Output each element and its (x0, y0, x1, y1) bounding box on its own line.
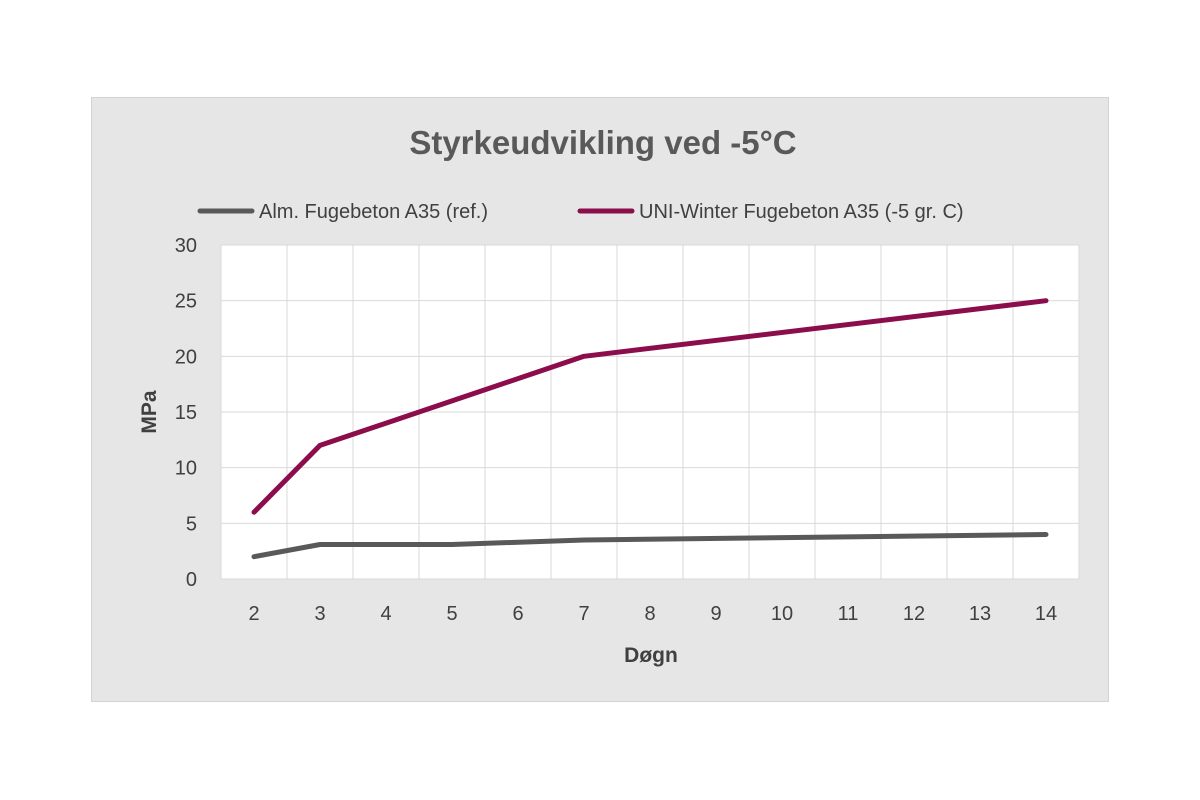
y-tick-label: 25 (175, 291, 197, 313)
chart-panel: Styrkeudvikling ved -5°C Alm. Fugebeton … (91, 97, 1109, 702)
y-tick-label: 30 (175, 235, 197, 257)
x-tick-label: 2 (248, 603, 259, 625)
y-tick-label: 0 (186, 569, 197, 591)
x-tick-label: 4 (380, 603, 391, 625)
x-tick-label: 9 (710, 603, 721, 625)
line-chart: Styrkeudvikling ved -5°C Alm. Fugebeton … (138, 124, 1080, 667)
legend-item-0: Alm. Fugebeton A35 (ref.) (197, 201, 488, 223)
x-tick-label: 5 (446, 603, 457, 625)
x-tick-label: 3 (314, 603, 325, 625)
x-tick-label: 12 (903, 603, 925, 625)
x-tick-label: 6 (512, 603, 523, 625)
y-tick-label: 5 (186, 513, 197, 535)
x-tick-label: 7 (578, 603, 589, 625)
x-tick-label: 11 (838, 603, 859, 625)
x-tick-label: 14 (1035, 603, 1057, 625)
gridlines (220, 244, 1080, 580)
legend-label: UNI-Winter Fugebeton A35 (-5 gr. C) (639, 201, 964, 223)
series-line (251, 532, 1049, 560)
y-tick-label: 15 (175, 402, 197, 424)
series-lines (251, 298, 1049, 560)
x-tick-label: 13 (969, 603, 991, 625)
y-axis-title: MPa (138, 390, 161, 434)
series-line (251, 298, 1049, 515)
legend: Alm. Fugebeton A35 (ref.) UNI-Winter Fug… (197, 201, 964, 223)
y-tick-label: 10 (175, 458, 197, 480)
x-tick-label: 8 (644, 603, 655, 625)
x-tick-label: 10 (771, 603, 793, 625)
chart-title: Styrkeudvikling ved -5°C (409, 124, 796, 161)
legend-item-1: UNI-Winter Fugebeton A35 (-5 gr. C) (577, 201, 964, 223)
legend-label: Alm. Fugebeton A35 (ref.) (259, 201, 488, 223)
y-axis-ticks: 0 5 10 15 20 25 30 (175, 235, 197, 591)
x-axis-ticks: 2 3 4 5 6 7 8 9 10 11 12 13 14 (248, 603, 1057, 625)
y-tick-label: 20 (175, 346, 197, 368)
x-axis-title: Døgn (624, 644, 678, 667)
